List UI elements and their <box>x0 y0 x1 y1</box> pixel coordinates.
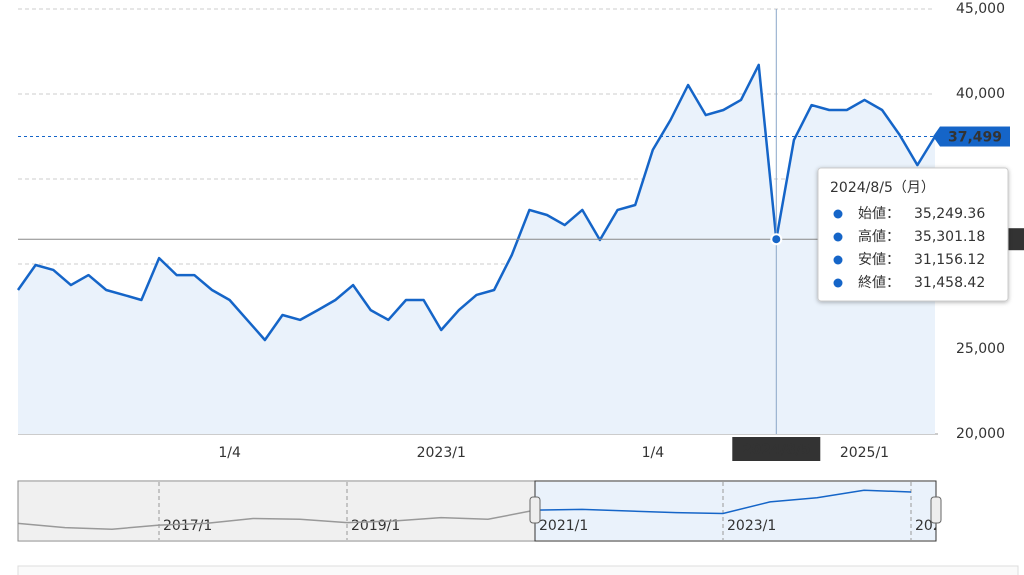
navigator-label: 202 <box>915 518 942 534</box>
navigator-line <box>534 489 912 515</box>
tooltip-dot <box>833 278 843 288</box>
tooltip <box>817 167 1009 302</box>
navigator-handle[interactable] <box>529 496 541 524</box>
crosshair-x-badge <box>732 437 821 461</box>
y-tick-label: 40,000 <box>956 86 1005 102</box>
x-tick-label: 2025/1 <box>840 445 889 461</box>
crosshair-point <box>770 233 783 246</box>
price-line <box>16 63 937 342</box>
navigator-label: 2017/1 <box>163 518 212 534</box>
tooltip-title: 2024/8/5（月） <box>830 180 935 196</box>
reference-pointer <box>933 126 940 147</box>
x-tick-label: 1/4 <box>642 445 665 461</box>
navigator-label: 2023/1 <box>727 518 776 534</box>
x-tick-label: 2023/1 <box>417 445 466 461</box>
tooltip-label: 高値： <box>858 228 900 245</box>
crosshair-x-label: 2024/8/5 <box>742 442 811 458</box>
tooltip-dot <box>833 255 843 265</box>
tooltip-value: 35,301.18 <box>914 229 985 245</box>
reference-label: 37,499 <box>948 130 1002 146</box>
tooltip-value: 31,458.42 <box>914 275 985 291</box>
area <box>18 64 935 435</box>
tooltip-label: 終値： <box>858 275 900 291</box>
bottom-panel <box>17 565 1019 575</box>
y-tick-label: 45,000 <box>956 1 1005 17</box>
y-tick-label: 20,000 <box>956 426 1005 442</box>
navigator-label: 2021/1 <box>539 518 588 534</box>
tooltip-dot <box>833 232 843 242</box>
navigator-handle[interactable] <box>930 496 942 524</box>
tooltip-value: 35,249.36 <box>914 206 985 222</box>
tooltip-dot <box>833 209 843 219</box>
reference-badge <box>940 126 1010 147</box>
navigator-line <box>18 509 536 530</box>
tooltip-label: 始値： <box>858 206 900 222</box>
tooltip-value: 31,156.12 <box>914 252 985 268</box>
crosshair-y-badge <box>1008 228 1024 251</box>
x-tick-label: 1/4 <box>218 445 241 461</box>
navigator-bg <box>18 482 535 540</box>
y-tick-label: 25,000 <box>956 341 1005 357</box>
tooltip-label: 安値： <box>858 252 900 268</box>
